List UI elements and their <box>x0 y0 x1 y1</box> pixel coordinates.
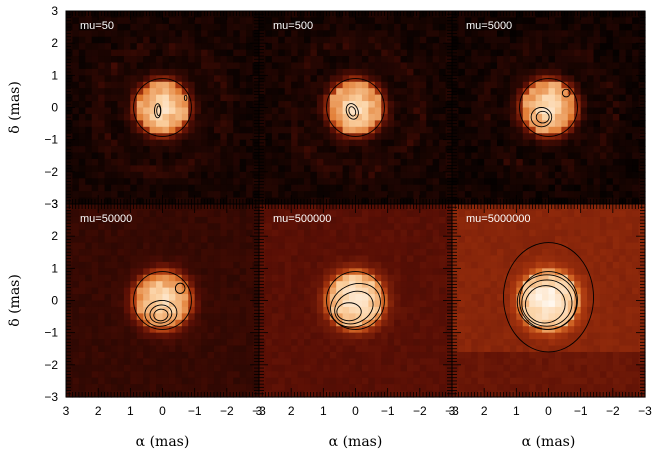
x-tick-label: −2 <box>220 404 234 418</box>
contour-line <box>156 105 162 116</box>
panel-label: mu=5000 <box>466 20 512 32</box>
x-axis-title: α (mas) <box>329 434 383 450</box>
heatmap-image <box>452 11 646 205</box>
heatmap-image <box>66 11 260 205</box>
x-tick-label: 3 <box>449 404 456 418</box>
x-tick-label: 1 <box>320 404 327 418</box>
heatmap-image <box>452 204 646 398</box>
x-tick-label: −1 <box>188 404 202 418</box>
y-axis-title: δ (mas) <box>7 274 23 327</box>
contour-line <box>326 78 385 137</box>
contour-line <box>144 299 178 327</box>
heatmap-image <box>259 204 453 398</box>
x-tick-label: −1 <box>381 404 395 418</box>
x-tick-label: 1 <box>513 404 520 418</box>
panel-2: mu=500 <box>258 10 453 205</box>
panel-ticks <box>451 10 646 205</box>
contour-line <box>133 78 192 137</box>
x-tick-label: 2 <box>95 404 102 418</box>
panel-ticks <box>65 203 260 398</box>
x-tick-label: 3 <box>63 404 70 418</box>
y-tick-label: 3 <box>51 197 58 211</box>
x-tick-label: 2 <box>288 404 295 418</box>
panel-ticks <box>451 203 646 398</box>
contour-line <box>153 308 169 322</box>
panel-label: mu=50000 <box>80 213 132 225</box>
contour-line <box>334 290 374 325</box>
contour-line <box>535 110 550 124</box>
y-tick-label: −2 <box>44 165 58 179</box>
x-tick-label: −3 <box>252 404 266 418</box>
panel-4: mu=50000 <box>65 203 260 398</box>
panel-label: mu=500 <box>273 20 313 32</box>
contour-line <box>524 285 566 324</box>
contour-line <box>561 88 571 98</box>
x-tick-label: 0 <box>159 404 166 418</box>
y-tick-label: 3 <box>51 4 58 18</box>
y-tick-label: 1 <box>51 261 58 275</box>
y-tick-label: 0 <box>51 101 58 115</box>
heatmap-image <box>259 11 453 205</box>
x-tick-label: 0 <box>545 404 552 418</box>
x-tick-label: 3 <box>256 404 263 418</box>
y-axis-title: δ (mas) <box>7 81 23 134</box>
panel-ticks <box>258 203 453 398</box>
x-tick-label: 0 <box>352 404 359 418</box>
contour-line <box>183 94 188 101</box>
contour-line <box>133 271 192 330</box>
contour-line <box>516 274 577 330</box>
contour-line <box>149 304 173 324</box>
panel-5: mu=500000 <box>258 203 453 398</box>
contour-line <box>503 242 594 353</box>
panel-label: mu=500000 <box>273 213 331 225</box>
contour-line <box>330 283 381 328</box>
y-tick-label: 2 <box>51 36 58 50</box>
x-axis-title: α (mas) <box>522 434 576 450</box>
panel-label: mu=5000000 <box>466 213 531 225</box>
panel-label: mu=50 <box>80 20 114 32</box>
y-tick-label: −2 <box>44 358 58 372</box>
x-axis-title: α (mas) <box>136 434 190 450</box>
contour-line <box>336 302 362 322</box>
x-tick-label: −1 <box>574 404 588 418</box>
x-tick-label: −2 <box>606 404 620 418</box>
contour-line <box>519 78 578 137</box>
x-tick-label: −3 <box>638 404 652 418</box>
x-tick-label: −3 <box>445 404 459 418</box>
contour-line <box>174 282 186 294</box>
y-tick-label: 2 <box>51 229 58 243</box>
y-tick-label: 1 <box>51 68 58 82</box>
y-tick-label: −3 <box>44 390 58 404</box>
y-tick-label: −1 <box>44 326 58 340</box>
contour-line <box>345 103 359 120</box>
panel-1: mu=50 <box>65 10 260 205</box>
y-tick-label: −3 <box>44 197 58 211</box>
x-tick-label: 1 <box>127 404 134 418</box>
panel-6: mu=5000000 <box>451 203 646 398</box>
contour-line <box>530 107 553 128</box>
panel-ticks <box>258 10 453 205</box>
contour-line <box>348 106 357 117</box>
y-tick-label: 0 <box>51 294 58 308</box>
panel-3: mu=5000 <box>451 10 646 205</box>
contour-line <box>521 279 573 327</box>
y-tick-label: −1 <box>44 133 58 147</box>
contour-line <box>326 271 385 330</box>
panel-ticks <box>65 10 260 205</box>
x-tick-label: −2 <box>413 404 427 418</box>
x-tick-label: 2 <box>481 404 488 418</box>
